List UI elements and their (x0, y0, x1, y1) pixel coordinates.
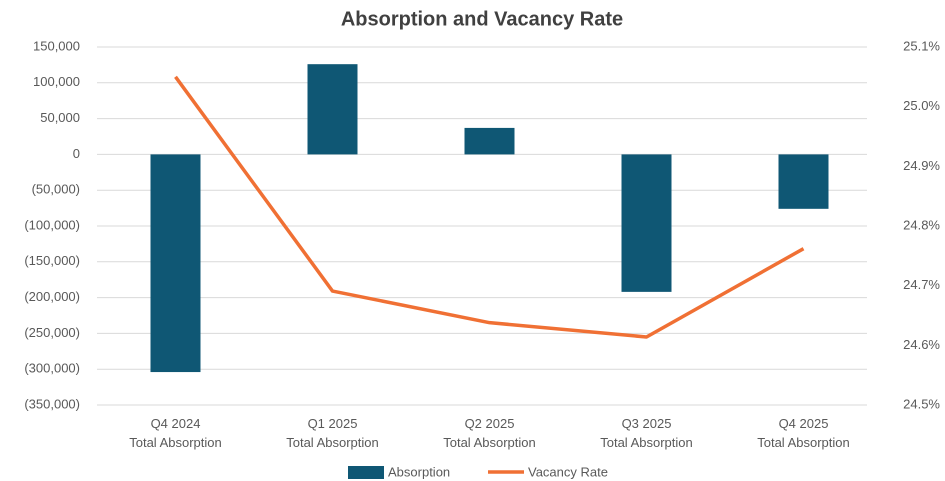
y-tick-label: (150,000) (24, 253, 80, 268)
x-tick-label: Q2 2025 Total Absorption (443, 416, 536, 450)
y-tick-label: 50,000 (40, 110, 80, 125)
x-tick-label: Q3 2025 Total Absorption (600, 416, 693, 450)
y-tick-label: (250,000) (24, 325, 80, 340)
y-tick-label: (50,000) (32, 182, 80, 197)
y-tick-label: 100,000 (33, 74, 80, 89)
y2-tick-label: 25.0% (903, 98, 940, 113)
y-tick-label: 0 (73, 146, 80, 161)
legend-swatch (348, 466, 384, 479)
x-tick-label: Q4 2025 Total Absorption (757, 416, 850, 450)
legend-label: Vacancy Rate (528, 464, 608, 479)
y-tick-label: (100,000) (24, 217, 80, 232)
x-tick-label: Q4 2024 Total Absorption (129, 416, 222, 450)
line (174, 75, 805, 339)
y2-tick-label: 24.6% (903, 337, 940, 352)
y2-tick-label: 24.5% (903, 396, 940, 411)
bar (464, 127, 515, 155)
y-tick-label: 150,000 (33, 38, 80, 53)
y2-tick-label: 24.7% (903, 277, 940, 292)
bar (307, 64, 358, 155)
y-tick-label: (300,000) (24, 361, 80, 376)
bar (621, 154, 672, 292)
bar (150, 154, 201, 373)
bar (778, 154, 829, 209)
y2-tick-label: 25.1% (903, 38, 940, 53)
y-tick-label: (350,000) (24, 396, 80, 411)
x-tick-label: Q1 2025 Total Absorption (286, 416, 379, 450)
y2-tick-label: 24.9% (903, 158, 940, 173)
chart-title: Absorption and Vacancy Rate (341, 8, 623, 30)
y-tick-label: (200,000) (24, 289, 80, 304)
y2-tick-label: 24.8% (903, 217, 940, 232)
legend-label: Absorption (388, 464, 450, 479)
